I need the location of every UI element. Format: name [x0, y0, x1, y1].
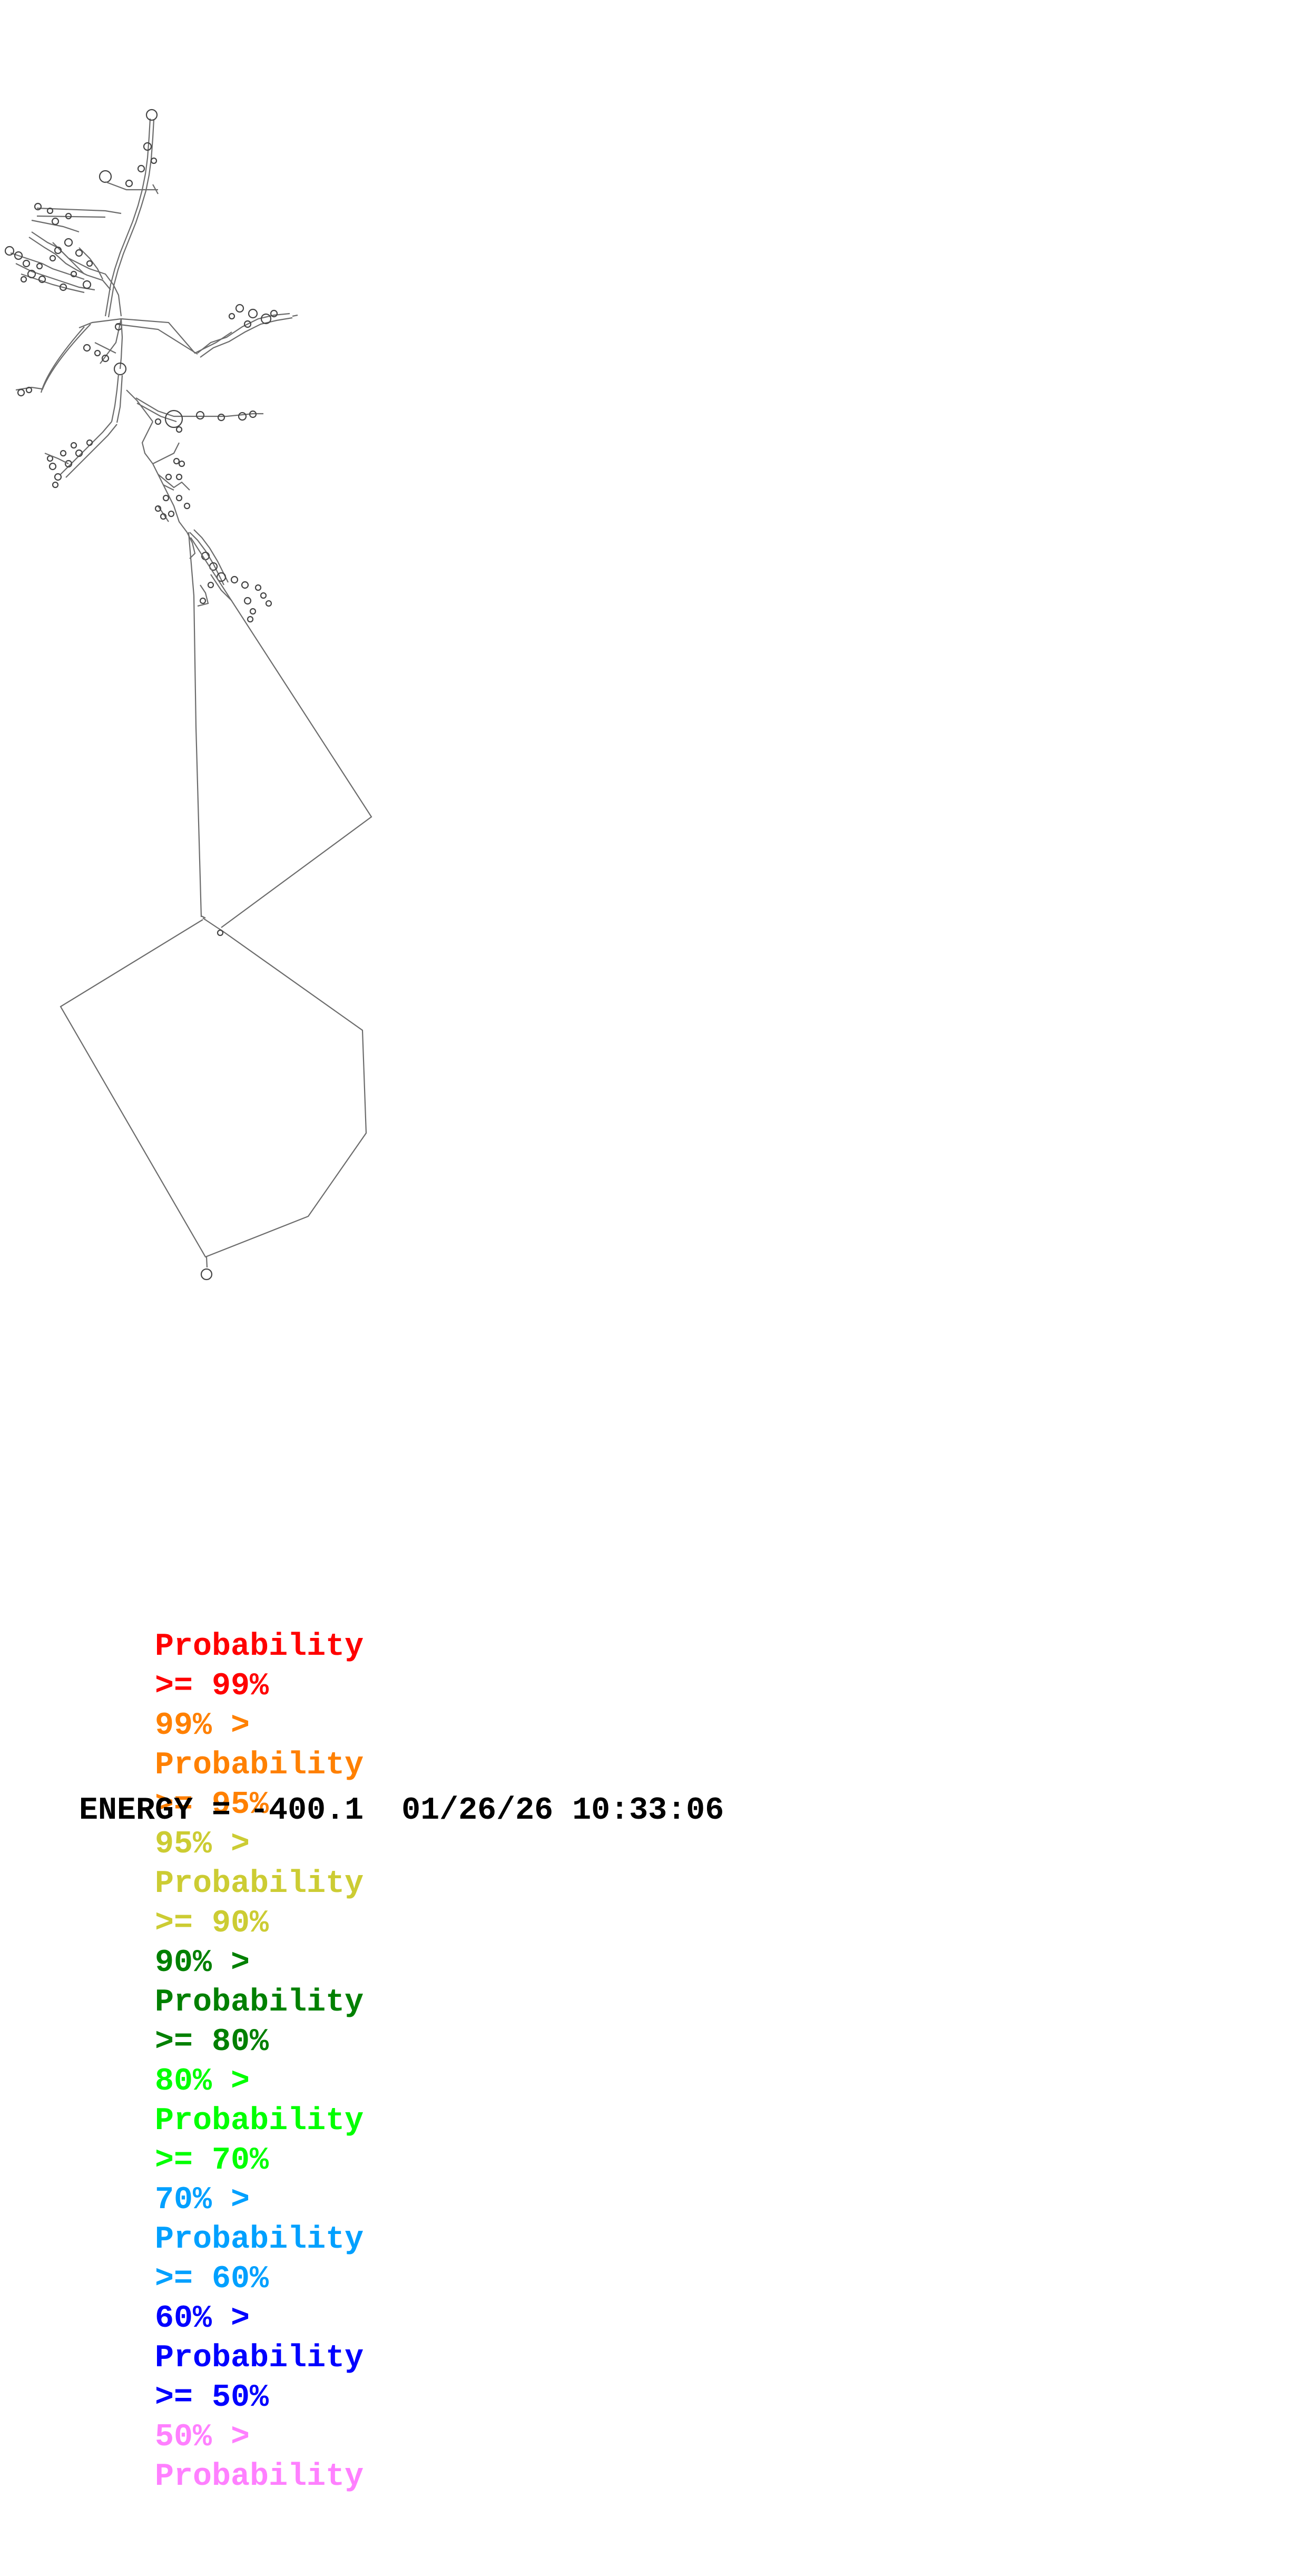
legend-prefix: 95% > [155, 1827, 250, 1862]
upper-left-cluster [4, 231, 122, 317]
top-stem-branch [31, 109, 159, 318]
lower-right-branch [189, 529, 272, 623]
legend-label: Probability [155, 2459, 364, 2495]
central-multiloop [15, 318, 232, 423]
legend-prefix: 50% > [155, 2419, 250, 2455]
legend-suffix: >= 80% [155, 2024, 269, 2060]
legend-prefix: 60% > [155, 2301, 250, 2337]
legend-suffix: >= 60% [155, 2261, 269, 2297]
legend-suffix: >= 50% [155, 2380, 269, 2416]
legend-label: Probability [155, 2340, 364, 2376]
probability-legend: Probability >= 99% 99% > Probability >= … [79, 1469, 364, 2495]
rna-secondary-structure-diagram [4, 109, 372, 1281]
timestamp: 01/26/26 10:33:06 [401, 1793, 724, 1829]
long-range-loops [60, 532, 372, 1281]
legend-suffix: >= 90% [155, 1906, 269, 1941]
legend-label: Probability [155, 2222, 364, 2258]
energy-footer: ENERGY = -400.1 01/26/26 10:33:06 [79, 1793, 724, 1829]
energy-value: ENERGY = -400.1 [79, 1793, 364, 1829]
legend-label: Probability [155, 1866, 364, 1902]
legend-label: Probability [155, 1985, 364, 2021]
legend-prefix: 80% > [155, 2064, 250, 2100]
legend-suffix: >= 95% [155, 1787, 269, 1823]
legend-suffix: >= 99% [155, 1668, 269, 1704]
left-lower-branch [44, 421, 117, 489]
legend-label: Probability [155, 1629, 364, 1665]
legend-label: Probability [155, 2103, 364, 2139]
legend-label: Probability [155, 1748, 364, 1783]
legend-prefix: 70% > [155, 2182, 250, 2218]
legend-prefix: 90% > [155, 1945, 250, 1981]
legend-row-95: 99% > Probability >= 95% [79, 1667, 364, 1823]
legend-prefix: 99% > [155, 1708, 250, 1744]
mid-right-branch [126, 389, 263, 433]
right-upper-branch [197, 304, 298, 358]
central-chain [141, 421, 196, 559]
legend-suffix: >= 70% [155, 2143, 269, 2179]
legend-row-99: Probability >= 99% [79, 1548, 364, 1704]
